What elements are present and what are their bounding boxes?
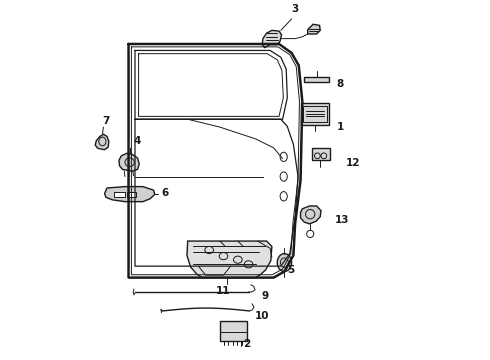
Polygon shape (300, 206, 321, 224)
Text: 9: 9 (261, 291, 268, 301)
Bar (303, 105, 327, 122)
Text: 1: 1 (336, 122, 343, 132)
Bar (304, 77, 329, 82)
Bar (300, 103, 329, 125)
Text: 5: 5 (287, 265, 294, 275)
Text: 13: 13 (335, 215, 349, 225)
Polygon shape (119, 153, 139, 171)
Polygon shape (104, 186, 155, 202)
Text: 11: 11 (216, 286, 230, 296)
Text: 3: 3 (291, 4, 298, 14)
Ellipse shape (277, 253, 292, 271)
Bar (220, 321, 247, 341)
Polygon shape (187, 241, 272, 278)
Text: 8: 8 (336, 79, 343, 89)
Text: 2: 2 (243, 339, 250, 349)
Bar (127, 192, 136, 197)
Polygon shape (95, 134, 109, 150)
Text: 7: 7 (102, 116, 110, 126)
Polygon shape (262, 30, 282, 48)
Text: 12: 12 (345, 158, 360, 168)
Bar (312, 148, 330, 161)
Polygon shape (308, 24, 320, 34)
Text: 6: 6 (162, 188, 169, 198)
Bar (114, 192, 125, 197)
Text: 10: 10 (255, 311, 270, 321)
Text: 4: 4 (134, 136, 141, 146)
